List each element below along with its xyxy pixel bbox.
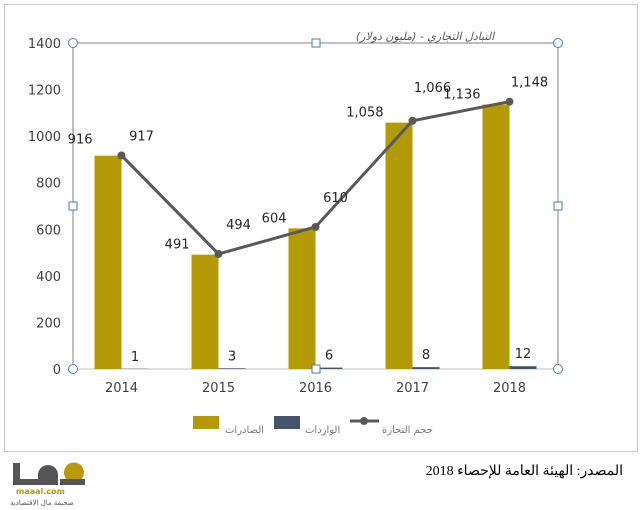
y-tick-label: 1200 xyxy=(28,84,61,99)
x-tick-label: 2014 xyxy=(105,381,138,396)
chart: 0 200 400 600 800 1000 1200 1400 التبادل التجاري… xyxy=(28,30,563,436)
data-label: 604 xyxy=(262,211,287,226)
data-label: 12 xyxy=(515,347,532,362)
x-tick-label: 2017 xyxy=(396,381,429,396)
line-point xyxy=(117,151,126,160)
data-label: 610 xyxy=(323,191,348,206)
data-label: 8 xyxy=(422,348,430,363)
line-point xyxy=(408,116,417,125)
bar-imports xyxy=(315,367,343,369)
y-tick-label: 600 xyxy=(36,223,61,238)
resize-handle xyxy=(68,364,78,374)
bar-imports xyxy=(218,368,246,369)
resize-handle xyxy=(553,38,563,48)
data-label: 917 xyxy=(129,129,154,144)
y-tick-label: 800 xyxy=(36,177,61,192)
bar-exports xyxy=(385,122,413,369)
y-tick-label: 0 xyxy=(53,363,61,378)
data-label: 494 xyxy=(226,218,251,233)
data-label: 1 xyxy=(131,350,139,365)
bar-imports xyxy=(509,366,537,369)
resize-handle xyxy=(553,364,563,374)
bar-exports xyxy=(482,104,510,369)
data-label: 1,058 xyxy=(346,106,383,121)
x-tick-label: 2018 xyxy=(493,381,526,396)
x-tick-label: 2015 xyxy=(202,381,235,396)
logo-subtitle: صحيفة مال الاقتصادية xyxy=(10,499,74,507)
data-label: 3 xyxy=(228,349,236,364)
bar-exports xyxy=(288,228,316,369)
legend-swatch-imports xyxy=(274,416,300,429)
resize-handle xyxy=(311,38,321,48)
legend-label-trade: حجم التجارة xyxy=(382,425,433,436)
data-label: 491 xyxy=(165,238,190,253)
resize-handle xyxy=(68,38,78,48)
y-tick-label: 400 xyxy=(36,270,61,285)
legend-label-exports: الصادرات xyxy=(225,425,264,436)
resize-handle xyxy=(68,201,78,211)
legend-marker-trade xyxy=(360,417,368,425)
data-label: 1,136 xyxy=(443,87,480,102)
data-label: 916 xyxy=(68,133,93,148)
data-label: 6 xyxy=(325,349,333,364)
line-point xyxy=(214,249,223,258)
line-point xyxy=(505,97,514,106)
line-point xyxy=(311,222,320,231)
legend-swatch-exports xyxy=(193,416,219,429)
logo-url: maaal.com xyxy=(16,487,65,496)
y-tick-label: 1400 xyxy=(28,37,61,52)
x-tick-label: 2016 xyxy=(299,381,332,396)
resize-handle xyxy=(553,201,563,211)
bar-imports xyxy=(412,367,440,369)
bar-exports xyxy=(94,155,122,369)
legend-label-imports: الواردات xyxy=(305,425,340,436)
bar-exports xyxy=(191,254,219,369)
chart-title: التبادل التجاري - (مليون دولار) xyxy=(356,30,496,43)
data-label: 1,066 xyxy=(414,81,451,96)
y-tick-label: 200 xyxy=(36,316,61,331)
y-tick-label: 1000 xyxy=(28,130,61,145)
chart-frame xyxy=(4,4,638,452)
resize-handle xyxy=(311,364,321,374)
maaal-logo xyxy=(13,462,85,485)
data-label: 1,148 xyxy=(511,76,548,91)
source-note: المصدر: الهيئة العامة للإحصاء 2018 xyxy=(425,464,623,479)
